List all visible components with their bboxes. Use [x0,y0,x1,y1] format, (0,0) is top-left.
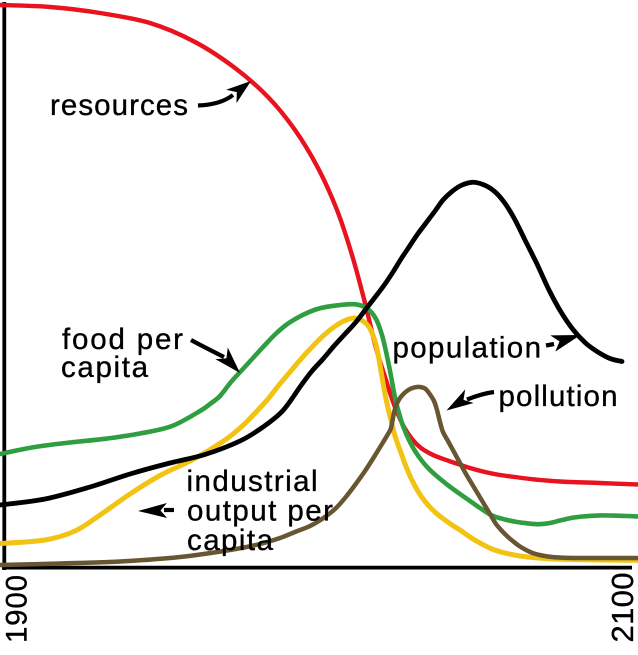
svg-text:capita: capita [187,524,274,557]
svg-text:2100: 2100 [605,573,638,643]
svg-text:resources: resources [50,89,188,122]
svg-text:1900: 1900 [1,575,34,643]
svg-text:population: population [393,332,542,365]
svg-text:capita: capita [61,351,149,384]
svg-text:output per: output per [187,495,333,528]
svg-text:food per: food per [62,323,183,356]
svg-text:industrial: industrial [187,465,318,498]
svg-text:pollution: pollution [499,380,618,413]
